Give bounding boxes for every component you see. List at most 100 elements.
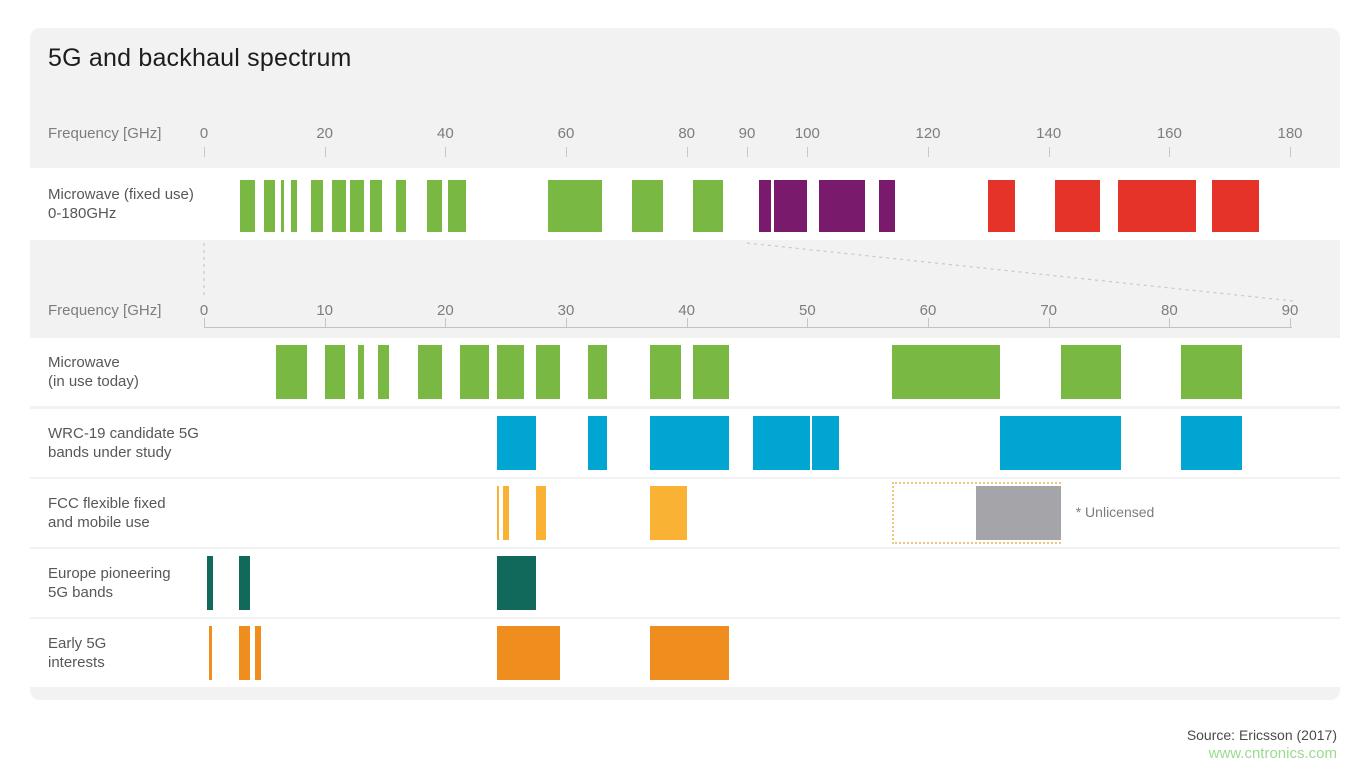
chart-title: 5G and backhaul spectrum [48, 44, 352, 72]
axis-tick [1048, 147, 1050, 157]
spectrum-band [587, 345, 608, 399]
axis-tick-label: 80 [678, 125, 695, 142]
spectrum-band [496, 345, 524, 399]
axis-tick [747, 147, 748, 157]
row-label: Microwave (in use today) [48, 353, 139, 391]
unlicensed-note: * Unlicensed [1075, 504, 1155, 520]
axis-tick-label: 70 [1040, 302, 1057, 319]
spectrum-band [496, 626, 560, 680]
axis-tick-label: 0 [199, 302, 209, 319]
axis-tick-label: 40 [436, 125, 454, 142]
row-label: FCC flexible fixed and mobile use [48, 494, 166, 532]
spectrum-band [976, 486, 1061, 540]
axis-tick-label: 60 [557, 125, 575, 142]
axis-tick [928, 147, 929, 157]
axis-tick-label: 160 [1156, 125, 1182, 142]
spectrum-band [1181, 345, 1242, 399]
axis-tick [204, 318, 205, 327]
spectrum-band [535, 345, 560, 399]
spectrum-band [276, 345, 307, 399]
axis-tick-label: 120 [915, 125, 941, 142]
spectrum-band [377, 345, 390, 399]
axis-tick [324, 318, 326, 327]
spectrum-band [650, 416, 729, 470]
row-label-line: interests [48, 654, 105, 671]
spectrum-band [891, 345, 1001, 399]
spectrum-band [448, 180, 467, 232]
spectrum-band [1054, 180, 1100, 232]
axis-tick-label: 20 [436, 302, 454, 319]
axis-tick-label: 140 [1036, 125, 1062, 142]
spectrum-band [496, 486, 500, 540]
spectrum-band [496, 416, 536, 470]
watermark-link[interactable]: www.cntronics.com [1208, 745, 1337, 762]
row-label-line: WRC-19 candidate 5G [48, 425, 199, 442]
spectrum-band [819, 180, 865, 232]
spectrum-band [502, 486, 509, 540]
axis-tick [686, 147, 688, 157]
row-strip [30, 338, 1340, 406]
spectrum-band [650, 345, 681, 399]
axis-tick [566, 147, 567, 157]
axis-tick-label: 100 [794, 125, 820, 142]
axis-tick [445, 318, 447, 327]
spectrum-band [427, 180, 443, 232]
axis-tick [807, 318, 809, 327]
spectrum-band [417, 345, 442, 399]
spectrum-band [878, 180, 895, 232]
spectrum-band [331, 180, 347, 232]
spectrum-band [238, 556, 250, 610]
spectrum-band [290, 180, 297, 232]
spectrum-band [547, 180, 603, 232]
axis-tick [1290, 147, 1291, 157]
row-label-line: Early 5G [48, 635, 107, 652]
spectrum-band [650, 626, 729, 680]
axis-tick [1169, 318, 1171, 327]
spectrum-band [632, 180, 663, 232]
axis-label: Frequency [GHz] [48, 302, 162, 319]
spectrum-band [1118, 180, 1197, 232]
axis-tick [686, 318, 688, 327]
row-label-line: Europe pioneering [48, 565, 171, 582]
row-label: WRC-19 candidate 5G bands under study [48, 424, 199, 462]
spectrum-band [587, 416, 608, 470]
row-label-line: FCC flexible fixed [48, 495, 166, 512]
row-label-line: (in use today) [48, 373, 139, 390]
axis-baseline [204, 327, 1292, 328]
row-label-line: 5G bands [48, 584, 114, 601]
axis-tick-label: 50 [798, 302, 816, 319]
axis-tick-label: 90 [738, 125, 756, 142]
axis-tick-label: 10 [316, 302, 333, 319]
axis-tick [204, 147, 205, 157]
axis-tick [445, 147, 447, 157]
axis-tick [1048, 318, 1050, 327]
spectrum-band [1211, 180, 1259, 232]
source-credit: Source: Ericsson (2017) [1186, 727, 1337, 743]
spectrum-band [692, 180, 723, 232]
axis-label: Frequency [GHz] [48, 125, 162, 142]
axis-tick-label: 80 [1160, 302, 1178, 319]
spectrum-band [369, 180, 382, 232]
axis-tick [324, 147, 326, 157]
spectrum-band [1000, 416, 1122, 470]
spectrum-band [310, 180, 323, 232]
axis-tick [566, 318, 567, 327]
axis-tick [1290, 318, 1291, 327]
axis-tick [928, 318, 929, 327]
row-label: Microwave (fixed use) 0-180GHz [48, 185, 194, 223]
axis-tick-label: 0 [199, 125, 209, 142]
spectrum-band [238, 626, 250, 680]
row-label-line: Microwave (fixed use) [48, 186, 194, 203]
row-label-line: Microwave [48, 354, 120, 371]
spectrum-band [208, 626, 213, 680]
spectrum-band [774, 180, 808, 232]
axis-tick-label: 30 [557, 302, 575, 319]
axis-tick [1169, 147, 1171, 157]
axis-tick-label: 90 [1281, 302, 1299, 319]
spectrum-band [753, 416, 810, 470]
axis-tick-label: 20 [316, 125, 333, 142]
spectrum-band [240, 180, 256, 232]
spectrum-band [1060, 345, 1122, 399]
spectrum-band [357, 345, 364, 399]
